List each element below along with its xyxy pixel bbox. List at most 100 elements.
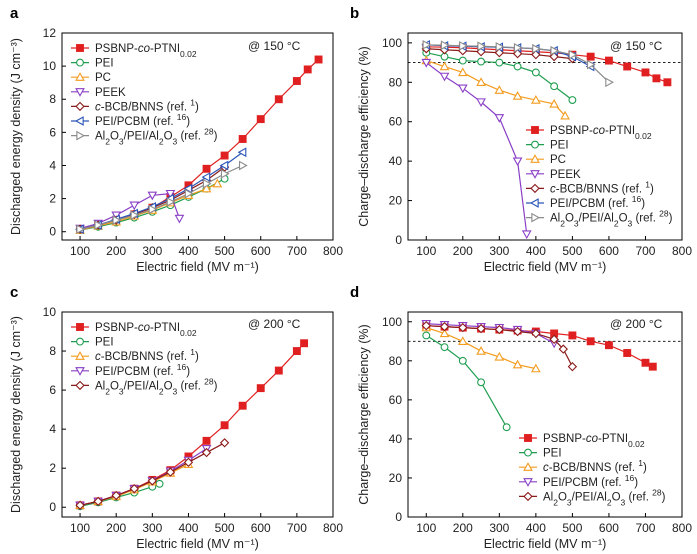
- data-point: [238, 160, 248, 171]
- y-tick-label: 12: [43, 26, 57, 40]
- data-point: [568, 331, 577, 340]
- x-axis-label: Electric field (MV m⁻¹): [484, 260, 607, 274]
- legend-entry: PEI: [550, 140, 569, 152]
- legend-entry: c-BCB/BNNS (ref. 1): [543, 458, 647, 474]
- series-line: [425, 62, 528, 235]
- x-tick-label: 200: [453, 521, 473, 535]
- legend-entry: Al2O3/PEI/Al2O3 (ref. 28): [95, 376, 218, 396]
- data-point: [220, 421, 229, 430]
- y-tick-label: 6: [49, 383, 56, 397]
- legend-marker: [75, 380, 85, 391]
- data-point: [148, 204, 158, 215]
- panel-letter: d: [350, 284, 359, 301]
- legend-entry: PEI/PCBM (ref. 16): [95, 362, 190, 378]
- data-point: [512, 326, 523, 337]
- y-tick-label: 10: [43, 59, 57, 73]
- panel-letter: b: [350, 5, 359, 22]
- series-1: [422, 331, 511, 432]
- data-point: [165, 189, 176, 199]
- series-line: [79, 151, 244, 230]
- temperature-annotation: @ 150 °C: [248, 39, 301, 53]
- legend-marker: [74, 116, 84, 126]
- x-tick-label: 600: [599, 521, 619, 535]
- data-point: [531, 363, 541, 373]
- legend-entry: PSBNP-co-PTNI0.02: [95, 43, 197, 59]
- legend-entry: PEI: [95, 58, 114, 70]
- series-line: [79, 59, 319, 230]
- data-point: [422, 331, 431, 340]
- x-tick-label: 500: [215, 521, 235, 535]
- data-point: [440, 40, 450, 51]
- temperature-annotation: @ 200 °C: [248, 317, 301, 331]
- data-point: [93, 496, 103, 507]
- data-point: [166, 197, 176, 207]
- legend-entry: PEI: [95, 337, 114, 349]
- legend-marker: [75, 88, 85, 97]
- x-tick-label: 100: [70, 521, 90, 535]
- x-tick-label: 600: [599, 244, 619, 258]
- data-point: [201, 447, 212, 458]
- legend-marker: [524, 434, 532, 442]
- data-point: [476, 346, 486, 355]
- data-point: [549, 98, 559, 108]
- legend-entry: PEEK: [550, 169, 581, 181]
- data-point: [604, 56, 613, 65]
- legend-entry: PEI: [543, 448, 562, 460]
- chart-panel-b: 100 200 300 400 500 600 700 800 0 20 40 60 80 100 Elec…: [350, 5, 692, 274]
- legend-marker: [75, 72, 85, 81]
- data-point: [476, 98, 486, 108]
- plot-frame: [61, 311, 334, 518]
- y-tick-label: 10: [43, 305, 57, 319]
- data-point: [422, 39, 432, 50]
- legend-entry: PEI/PCBM (ref. 16): [95, 112, 190, 128]
- plot-frame: [407, 32, 683, 241]
- y-tick-label: 4: [49, 422, 56, 436]
- legend-entry: PSBNP-co-PTNI0.02: [543, 433, 645, 449]
- series-1: [422, 48, 577, 104]
- data-point: [165, 467, 176, 477]
- data-point: [111, 490, 121, 501]
- x-tick-label: 700: [635, 521, 655, 535]
- x-tick-label: 800: [323, 521, 343, 535]
- data-point: [623, 349, 632, 357]
- x-tick-label: 100: [70, 244, 90, 258]
- legend-marker: [75, 351, 85, 360]
- data-point: [75, 500, 85, 510]
- data-point: [183, 457, 194, 468]
- legend-marker: [75, 367, 85, 376]
- x-tick-label: 300: [142, 244, 162, 258]
- data-point: [531, 49, 541, 60]
- data-point: [130, 210, 140, 221]
- data-point: [94, 220, 104, 230]
- data-point: [458, 356, 467, 365]
- y-tick-label: 0: [49, 225, 56, 239]
- data-point: [494, 114, 505, 123]
- legend-entry: c-BCB/BNNS (ref. 1): [550, 179, 654, 195]
- y-tick-label: 80: [389, 354, 403, 368]
- data-point: [477, 41, 487, 52]
- y-tick-label: 40: [389, 154, 403, 168]
- y-tick-label: 20: [389, 471, 403, 485]
- data-point: [112, 215, 122, 225]
- y-tick-label: 80: [389, 75, 403, 89]
- legend-entry: Al2O3/PEI/Al2O3 (ref. 28): [95, 127, 218, 147]
- data-point: [521, 230, 532, 240]
- data-point: [220, 151, 229, 160]
- x-tick-label: 200: [106, 521, 126, 535]
- data-point: [494, 324, 505, 335]
- data-point: [586, 337, 595, 346]
- legend-entry: PSBNP-co-PTNI0.02: [95, 322, 197, 338]
- legend-marker: [76, 323, 84, 331]
- y-tick-label: 100: [382, 315, 402, 329]
- data-point: [494, 85, 505, 94]
- data-point: [623, 62, 632, 71]
- data-point: [303, 65, 312, 74]
- data-point: [586, 52, 595, 61]
- data-point: [512, 49, 523, 59]
- chart-panel-c: 100 200 300 400 500 600 700 800 0 2 4 6 8 10 Electric …: [9, 284, 343, 551]
- x-tick-label: 200: [453, 244, 473, 258]
